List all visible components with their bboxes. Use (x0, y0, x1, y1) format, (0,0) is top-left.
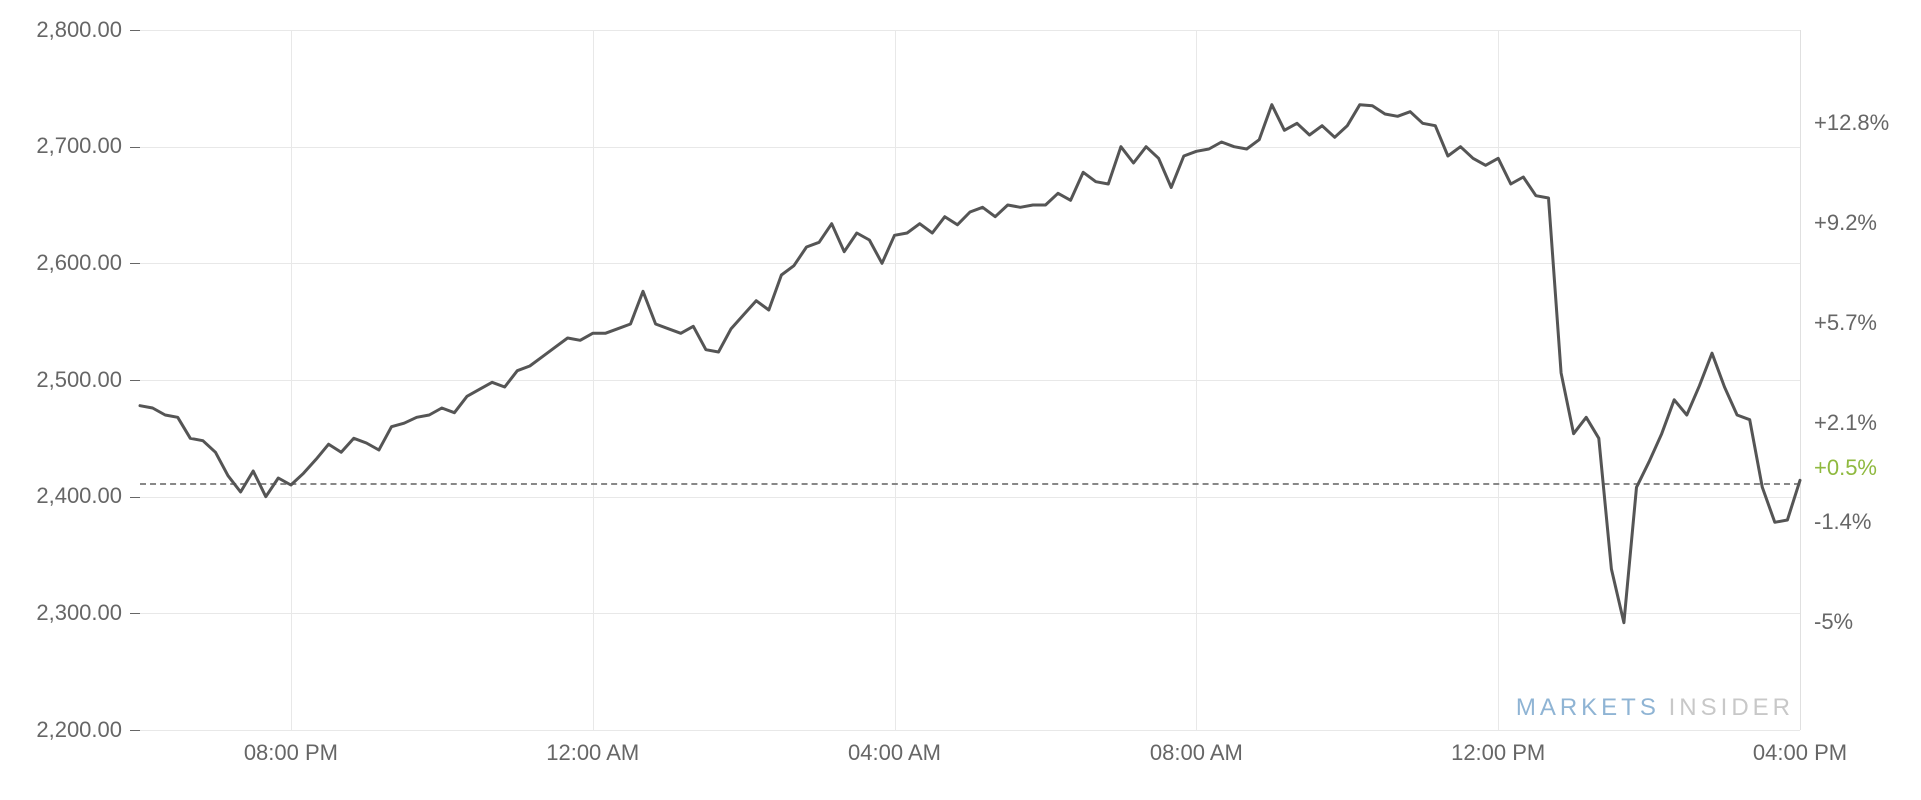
y-left-tick-label: 2,600.00 (0, 250, 122, 276)
y-left-tick-mark (130, 730, 140, 731)
y-left-tick-mark (130, 30, 140, 31)
y-right-tick-label: +12.8% (1814, 110, 1889, 136)
plot-area: 2,800.002,700.002,600.002,500.002,400.00… (140, 30, 1800, 730)
y-right-tick-label: +2.1% (1814, 410, 1877, 436)
x-tick-label: 04:00 PM (1753, 740, 1847, 766)
x-tick-label: 08:00 AM (1150, 740, 1243, 766)
y-left-tick-label: 2,500.00 (0, 367, 122, 393)
y-right-tick-label: +0.5% (1814, 455, 1877, 481)
y-right-tick-label: +9.2% (1814, 210, 1877, 236)
price-chart: 2,800.00 2,700.00 2,600.00 2,500.00 2,400.00… (0, 0, 1921, 800)
y-left-tick-label: 2,800.00 (0, 17, 122, 43)
price-series (140, 30, 1800, 730)
y-right-tick-label: +5.7% (1814, 310, 1877, 336)
y-right-tick-label: -5% (1814, 609, 1853, 635)
x-tick-label: 12:00 PM (1451, 740, 1545, 766)
y-right-tick-label: -1.4% (1814, 509, 1871, 535)
y-left-tick-label: 2,700.00 (0, 133, 122, 159)
y-left-tick-label: 2,400.00 (0, 483, 122, 509)
x-tick-label: 12:00 AM (546, 740, 639, 766)
x-tick-label: 04:00 AM (848, 740, 941, 766)
plot-right-border (1800, 30, 1801, 730)
y-left-tick-label: 2,300.00 (0, 600, 122, 626)
gridline-horizontal (140, 730, 1800, 731)
y-left-tick-mark (130, 613, 140, 614)
y-left-tick-label: 2,200.00 (0, 717, 122, 743)
y-left-tick-mark (130, 147, 140, 148)
x-tick-label: 08:00 PM (244, 740, 338, 766)
y-left-tick-mark (130, 497, 140, 498)
y-left-tick-mark (130, 380, 140, 381)
y-left-tick-mark (130, 263, 140, 264)
